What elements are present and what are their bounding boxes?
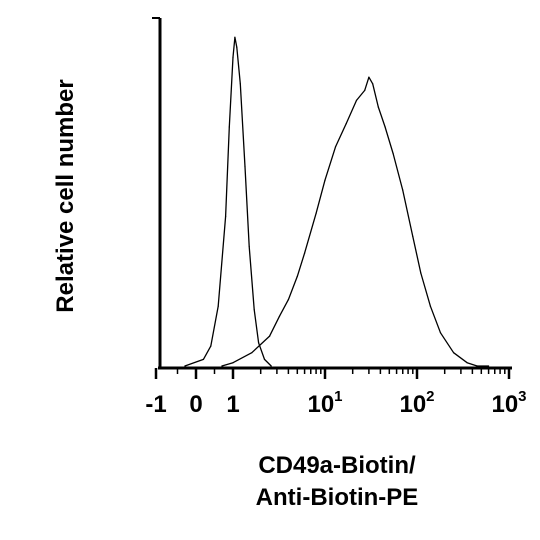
histogram-point-stained-13 bbox=[364, 89, 366, 91]
histogram-point-stained-20 bbox=[412, 235, 414, 238]
histogram-point-control-6 bbox=[232, 56, 234, 58]
histogram-point-stained-17 bbox=[384, 126, 386, 128]
histogram-point-stained-8 bbox=[315, 212, 317, 214]
x-axis-label-line-1: CD49a-Biotin/ bbox=[258, 452, 416, 479]
histogram-point-stained-10 bbox=[334, 146, 337, 148]
histogram-point-control-12 bbox=[253, 309, 255, 311]
histogram-point-stained-24 bbox=[453, 352, 455, 354]
x-axis-label-line-2: Anti-Biotin-PE bbox=[255, 484, 419, 511]
histogram-series-control bbox=[184, 36, 272, 367]
histogram-point-stained-1 bbox=[232, 362, 234, 364]
histogram-point-control-10 bbox=[244, 166, 246, 168]
histogram-point-stained-27 bbox=[488, 365, 490, 367]
y-axis-label: Relative cell number bbox=[52, 79, 79, 313]
histogram-point-control-3 bbox=[217, 305, 219, 307]
x-tick-label-2: 1 bbox=[226, 391, 239, 418]
histogram-point-stained-4 bbox=[278, 315, 281, 317]
histogram-point-stained-22 bbox=[429, 305, 431, 307]
x-axis-label: CD49a-Biotin/ Anti-Biotin-PE bbox=[256, 450, 419, 514]
histogram-point-stained-0 bbox=[221, 365, 223, 367]
histogram-point-stained-25 bbox=[466, 362, 468, 364]
histogram-point-stained-19 bbox=[402, 189, 404, 191]
histogram-point-stained-9 bbox=[324, 179, 326, 181]
histogram-point-stained-11 bbox=[345, 123, 347, 125]
histogram-series-stained bbox=[221, 76, 489, 367]
histogram-point-control-0 bbox=[184, 365, 186, 367]
histogram-point-control-11 bbox=[248, 245, 250, 248]
histogram-point-control-4 bbox=[225, 216, 227, 218]
histogram-point-control-8 bbox=[236, 46, 238, 48]
histogram-point-control-13 bbox=[258, 342, 260, 344]
histogram-point-control-2 bbox=[210, 345, 212, 347]
x-tick-label-4: 102 bbox=[399, 388, 434, 418]
histogram-point-control-15 bbox=[270, 365, 272, 367]
histogram-point-control-9 bbox=[239, 83, 241, 85]
histogram-point-stained-6 bbox=[296, 275, 298, 277]
histogram-point-stained-12 bbox=[355, 99, 358, 101]
x-tick-label-0: -1 bbox=[145, 391, 166, 418]
histogram-point-stained-3 bbox=[269, 335, 271, 337]
histogram-point-control-1 bbox=[202, 358, 204, 360]
x-tick-label-5: 103 bbox=[491, 388, 526, 418]
histogram-point-stained-26 bbox=[476, 365, 478, 367]
histogram-point-stained-16 bbox=[377, 106, 379, 108]
histogram-point-stained-18 bbox=[392, 152, 394, 155]
histogram-point-stained-14 bbox=[368, 76, 370, 78]
x-tick-label-1: 0 bbox=[189, 391, 202, 418]
histogram-point-stained-5 bbox=[287, 299, 289, 301]
histogram-point-stained-15 bbox=[372, 83, 374, 85]
histogram-point-stained-2 bbox=[251, 352, 253, 354]
histogram-point-stained-7 bbox=[304, 252, 306, 254]
histogram-point-control-7 bbox=[234, 36, 236, 38]
histogram-point-stained-23 bbox=[439, 332, 442, 334]
histogram-point-control-5 bbox=[228, 126, 230, 128]
histogram-point-stained-21 bbox=[420, 272, 422, 274]
histogram-point-control-14 bbox=[263, 358, 266, 360]
x-tick-label-3: 101 bbox=[307, 388, 342, 418]
